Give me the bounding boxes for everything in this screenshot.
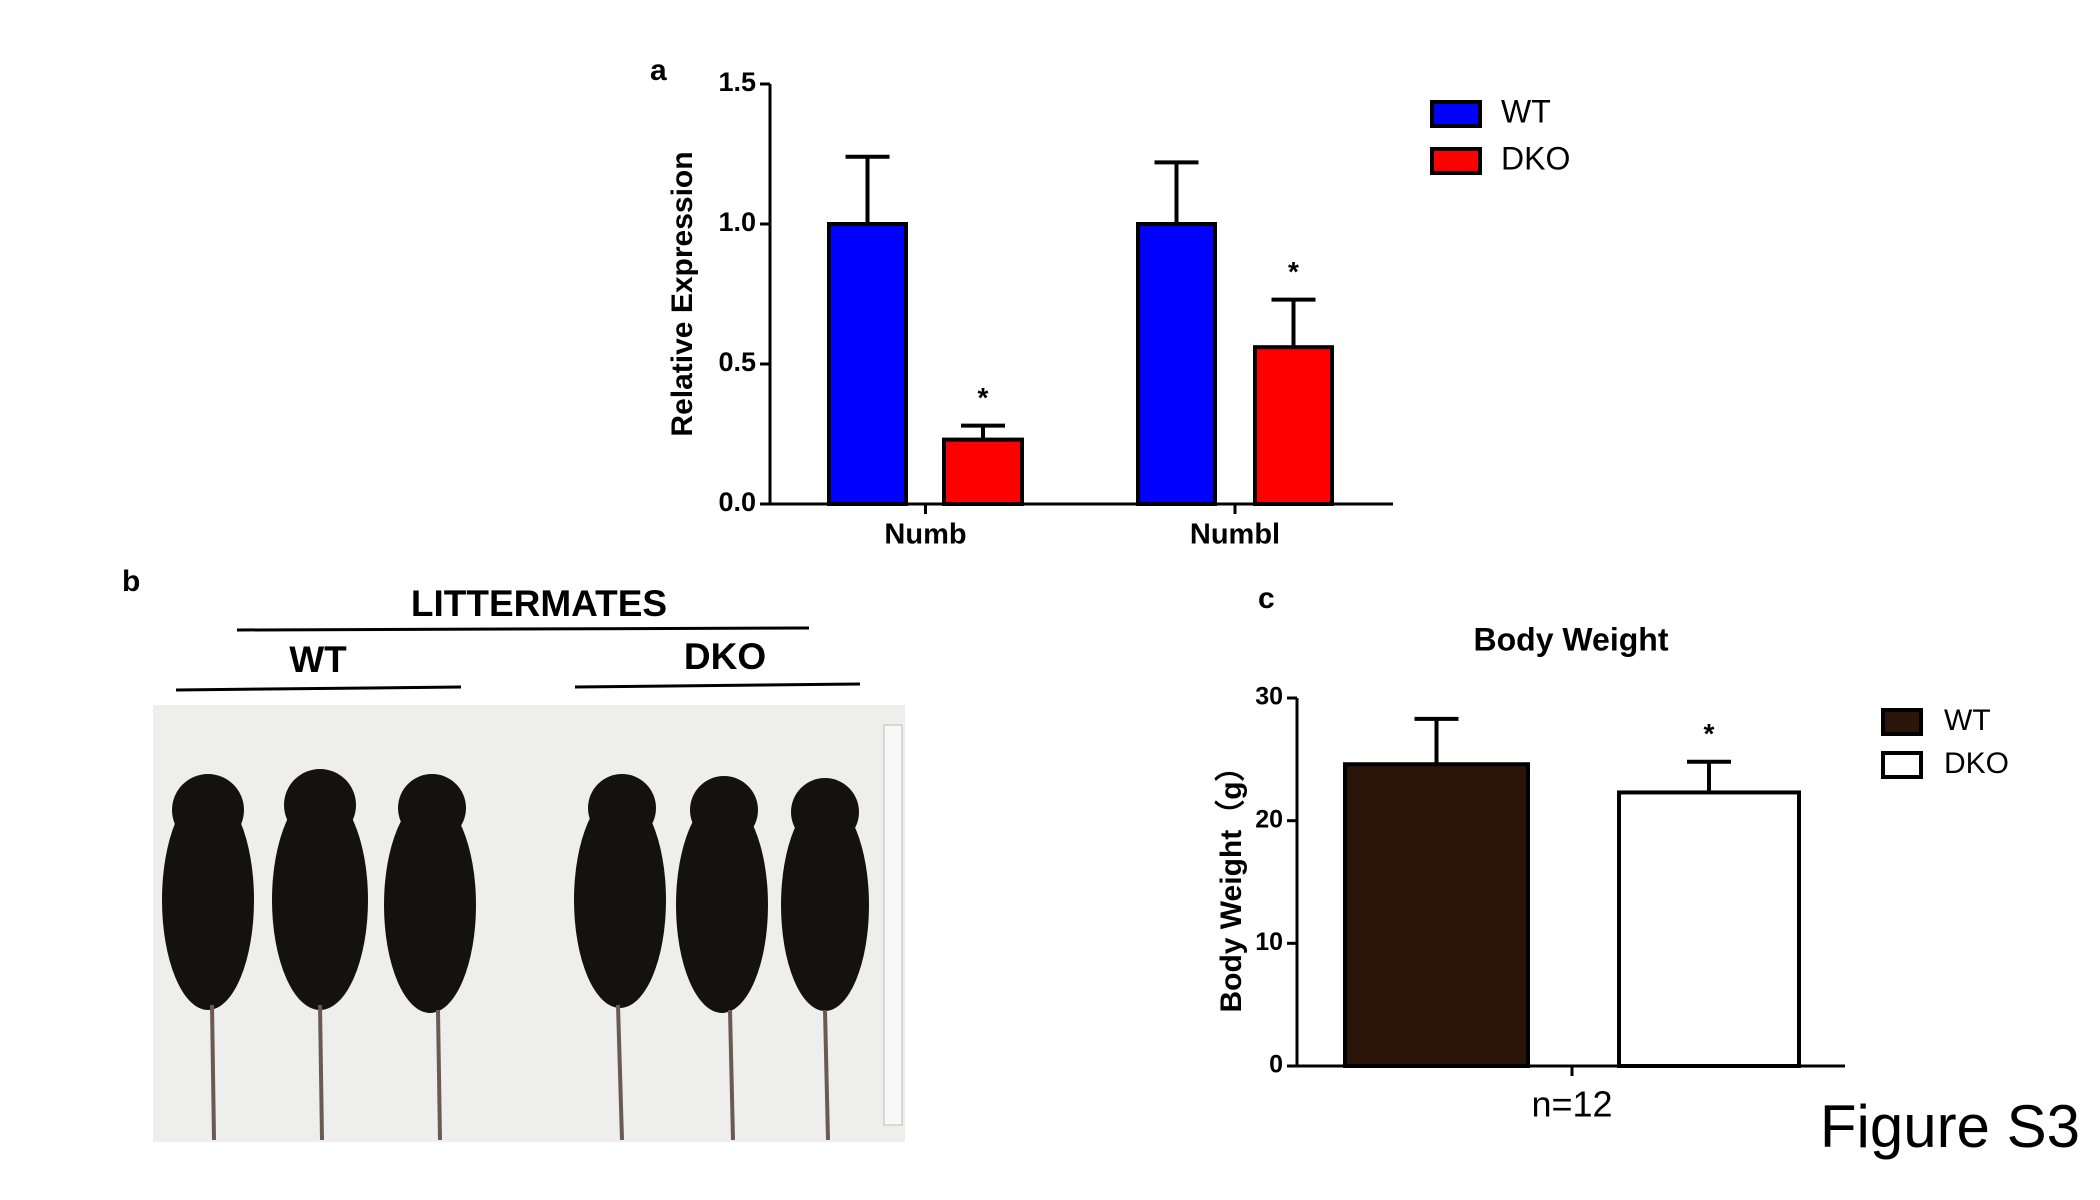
legend-label: WT — [1501, 93, 1551, 129]
legend-swatch — [1430, 147, 1482, 175]
bar — [942, 437, 1024, 507]
photo-header: LITTERMATES — [411, 583, 667, 624]
significance-mark: * — [978, 382, 989, 413]
y-tick-label: 0.5 — [718, 347, 756, 377]
legend-label: DKO — [1501, 140, 1570, 176]
legend-swatch — [1430, 100, 1482, 128]
x-tick-label: n=12 — [1531, 1084, 1612, 1125]
y-tick-label: 0.0 — [718, 487, 756, 517]
chart-title: Body Weight — [1474, 621, 1669, 657]
panel-label: c — [1258, 582, 1275, 615]
figure-label: Figure S3 — [1820, 1093, 2080, 1160]
significance-mark: * — [1704, 718, 1715, 749]
x-tick-label: Numb — [884, 519, 966, 551]
group-label: WT — [289, 639, 347, 680]
y-axis-label: Relative Expression — [666, 151, 699, 436]
significance-mark: * — [1288, 256, 1299, 287]
panel-label: a — [650, 54, 667, 87]
group-label: DKO — [684, 636, 766, 677]
bracket — [175, 685, 462, 692]
y-tick-label: 30 — [1255, 683, 1283, 711]
legend-swatch — [1881, 708, 1923, 736]
legend-swatch — [1881, 751, 1923, 779]
y-tick-label: 10 — [1255, 928, 1283, 956]
y-tick-label: 1.0 — [718, 207, 756, 237]
y-axis-label: Body Weight（g） — [1214, 751, 1248, 1012]
y-tick-label: 0 — [1269, 1051, 1283, 1079]
photo-panel: LITTERMATES WT DKO — [153, 583, 905, 1142]
legend-label: WT — [1944, 704, 1991, 737]
mice — [162, 769, 869, 1013]
panel-label: b — [122, 565, 140, 598]
bar — [1253, 345, 1334, 507]
ruler — [883, 724, 903, 1126]
tails — [210, 1004, 830, 1141]
bar — [1136, 222, 1217, 506]
bar — [1617, 790, 1801, 1068]
bar — [827, 222, 908, 506]
y-tick-label: 20 — [1255, 805, 1283, 833]
bracket — [236, 626, 810, 632]
y-tick-label: 1.5 — [718, 67, 756, 97]
legend-label: DKO — [1944, 747, 2009, 780]
bracket — [574, 682, 861, 689]
x-tick-label: Numbl — [1190, 519, 1280, 551]
bar — [1343, 762, 1530, 1068]
